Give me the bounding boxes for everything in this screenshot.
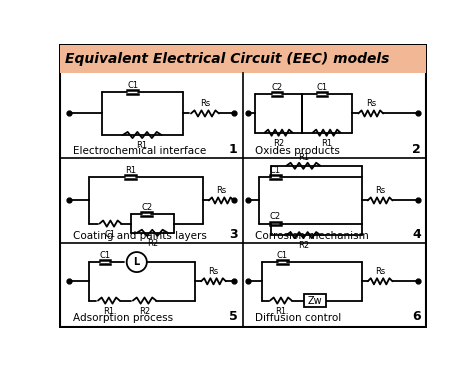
Text: Equivalent Electrical Circuit (EEC) models: Equivalent Electrical Circuit (EEC) mode… (65, 52, 390, 66)
Text: R2: R2 (139, 307, 150, 316)
Text: C1: C1 (317, 83, 328, 92)
Text: C1: C1 (277, 251, 288, 260)
Text: R1: R1 (275, 307, 286, 316)
Text: 1: 1 (229, 143, 237, 156)
Text: Rs: Rs (209, 267, 219, 276)
Text: 2: 2 (412, 143, 421, 156)
Text: Oxides products: Oxides products (255, 146, 339, 156)
Text: Rs: Rs (375, 186, 385, 195)
Text: 3: 3 (229, 227, 237, 241)
Text: Corrosion mechanism: Corrosion mechanism (255, 230, 368, 241)
Text: Electrochemical interface: Electrochemical interface (73, 146, 207, 156)
Text: R1: R1 (298, 153, 309, 162)
Bar (60, 45, 426, 74)
Text: 5: 5 (229, 310, 237, 323)
Text: R2: R2 (273, 139, 284, 148)
Text: R1: R1 (137, 141, 148, 150)
Text: C1: C1 (128, 81, 138, 89)
Circle shape (127, 252, 147, 272)
Text: C1: C1 (104, 230, 115, 239)
Text: C1: C1 (270, 166, 281, 175)
Text: L: L (134, 257, 140, 267)
Text: Zw: Zw (308, 296, 322, 305)
Text: Rs: Rs (200, 99, 210, 108)
Text: C2: C2 (141, 203, 152, 212)
Text: Rs: Rs (365, 99, 376, 108)
Text: C2: C2 (272, 83, 283, 92)
Text: R1: R1 (321, 139, 332, 148)
Text: Adsorption process: Adsorption process (73, 313, 173, 323)
Text: Coating and paints layers: Coating and paints layers (73, 230, 207, 241)
Text: Rs: Rs (216, 186, 227, 195)
Text: 4: 4 (412, 227, 421, 241)
Text: C1: C1 (100, 251, 110, 260)
Text: C2: C2 (270, 212, 281, 221)
Text: R1: R1 (125, 166, 136, 175)
Text: R2: R2 (298, 241, 309, 250)
Text: Rs: Rs (375, 267, 385, 276)
Text: Diffusion control: Diffusion control (255, 313, 341, 323)
Text: R2: R2 (146, 239, 158, 248)
Bar (304, 294, 326, 307)
Text: R1: R1 (103, 307, 114, 316)
Text: 6: 6 (412, 310, 421, 323)
